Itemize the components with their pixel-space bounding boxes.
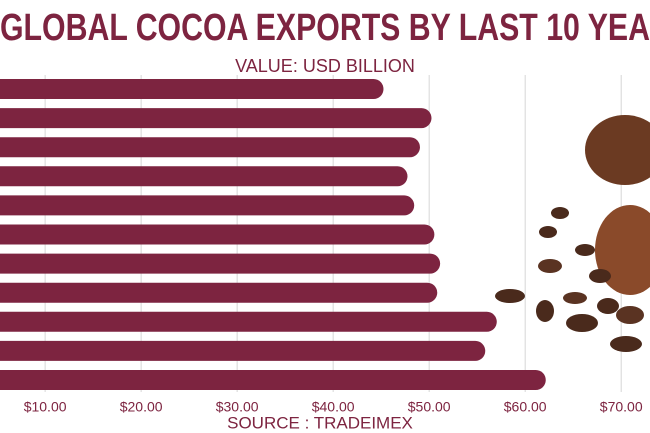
bar [0,195,415,216]
x-tick-label: $50.00 [408,399,451,415]
bar [0,253,441,274]
bar [0,282,438,303]
x-tick-label: $30.00 [216,399,259,415]
bar [0,166,408,187]
cocoa-decoration [495,115,650,352]
x-tick-label: $10.00 [24,399,67,415]
bar [0,224,435,245]
bar [0,108,432,129]
bar [0,137,420,158]
bar [0,370,546,390]
source-note: SOURCE : TRADEIMEX [227,413,413,432]
chart-subtitle: VALUE: USD BILLION [235,56,415,76]
x-tick-label: $60.00 [504,399,547,415]
bar [0,311,497,332]
x-tick-label: $40.00 [312,399,355,415]
bar [0,340,486,361]
x-tick-label: $70.00 [600,399,643,415]
bar [0,79,384,99]
chart-title: GLOBAL COCOA EXPORTS BY LAST 10 YEA [0,7,650,49]
x-tick-label: $20.00 [120,399,163,415]
